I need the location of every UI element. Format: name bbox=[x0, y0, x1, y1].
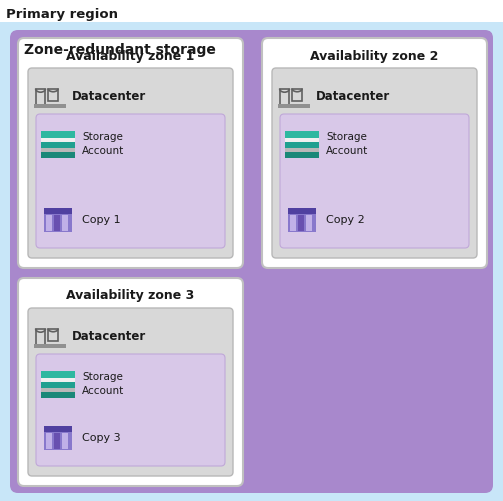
FancyBboxPatch shape bbox=[36, 114, 225, 248]
Bar bbox=[298, 215, 304, 231]
Bar bbox=[285, 130, 319, 137]
Bar bbox=[36, 329, 45, 345]
Bar bbox=[44, 426, 72, 450]
Bar bbox=[285, 147, 319, 151]
Text: Datacenter: Datacenter bbox=[72, 330, 146, 343]
Bar bbox=[41, 151, 75, 157]
Bar bbox=[41, 381, 75, 387]
Text: Copy 3: Copy 3 bbox=[82, 433, 121, 443]
Text: Availability zone 1: Availability zone 1 bbox=[66, 50, 195, 63]
Bar bbox=[280, 89, 290, 105]
FancyBboxPatch shape bbox=[36, 354, 225, 466]
Bar bbox=[44, 208, 72, 232]
FancyBboxPatch shape bbox=[272, 68, 477, 258]
Bar bbox=[292, 89, 302, 101]
FancyBboxPatch shape bbox=[262, 38, 487, 268]
Text: Storage
Account: Storage Account bbox=[82, 132, 124, 156]
Text: Primary region: Primary region bbox=[6, 8, 118, 21]
Bar bbox=[41, 147, 75, 151]
Text: Copy 2: Copy 2 bbox=[326, 215, 365, 225]
Text: Availability zone 3: Availability zone 3 bbox=[66, 290, 195, 303]
FancyBboxPatch shape bbox=[18, 278, 243, 486]
Bar bbox=[46, 215, 52, 231]
Bar bbox=[41, 377, 75, 381]
Bar bbox=[34, 104, 66, 108]
Bar bbox=[288, 208, 316, 214]
Bar bbox=[41, 371, 75, 377]
Bar bbox=[48, 329, 58, 341]
FancyBboxPatch shape bbox=[28, 68, 233, 258]
FancyBboxPatch shape bbox=[280, 114, 469, 248]
Bar bbox=[306, 215, 312, 231]
Bar bbox=[46, 433, 52, 449]
Text: Datacenter: Datacenter bbox=[72, 90, 146, 103]
Bar bbox=[36, 89, 45, 105]
Bar bbox=[54, 215, 60, 231]
FancyBboxPatch shape bbox=[28, 308, 233, 476]
Bar bbox=[41, 141, 75, 147]
Bar bbox=[41, 137, 75, 141]
Text: Datacenter: Datacenter bbox=[316, 90, 390, 103]
Text: Storage
Account: Storage Account bbox=[82, 372, 124, 396]
Bar bbox=[48, 89, 58, 101]
Bar bbox=[34, 345, 66, 348]
Bar bbox=[285, 141, 319, 147]
Bar bbox=[278, 104, 310, 108]
Bar bbox=[290, 215, 296, 231]
Bar bbox=[62, 215, 68, 231]
Bar bbox=[285, 137, 319, 141]
FancyBboxPatch shape bbox=[10, 30, 493, 493]
Bar bbox=[41, 130, 75, 137]
Bar bbox=[62, 433, 68, 449]
Text: Zone-redundant storage: Zone-redundant storage bbox=[24, 43, 216, 57]
Bar bbox=[44, 426, 72, 432]
Bar bbox=[54, 433, 60, 449]
Bar bbox=[288, 208, 316, 232]
Bar bbox=[41, 387, 75, 391]
FancyBboxPatch shape bbox=[18, 38, 243, 268]
Bar bbox=[285, 151, 319, 157]
Bar bbox=[41, 391, 75, 397]
Text: Availability zone 2: Availability zone 2 bbox=[310, 50, 439, 63]
Text: Copy 1: Copy 1 bbox=[82, 215, 121, 225]
Text: Storage
Account: Storage Account bbox=[326, 132, 368, 156]
Bar bbox=[44, 208, 72, 214]
